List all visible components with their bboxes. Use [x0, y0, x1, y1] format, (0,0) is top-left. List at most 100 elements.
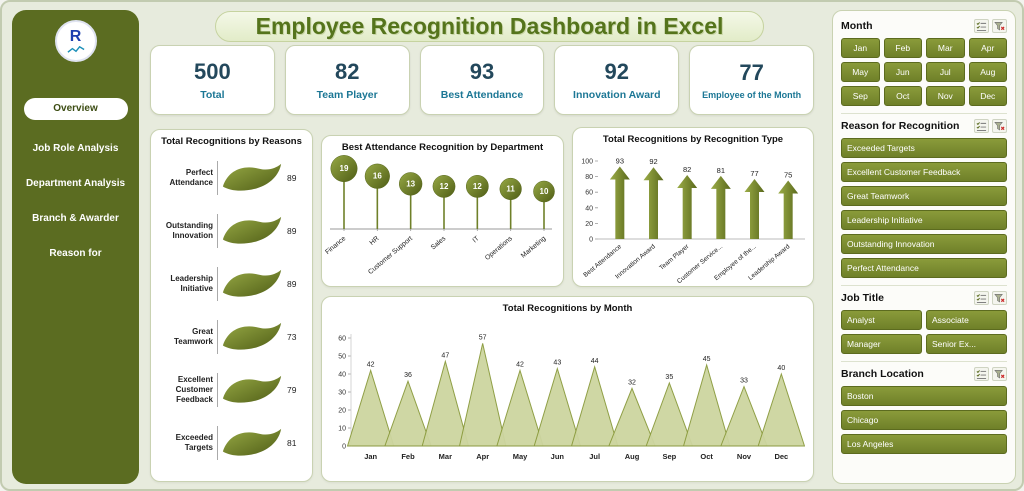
sidebar-item-overview[interactable]: Overview	[23, 98, 128, 120]
clear-filter-icon[interactable]	[992, 367, 1007, 381]
slicer-icons	[974, 367, 1007, 381]
reason-viz: 81	[217, 425, 308, 460]
kpi-value: 77	[739, 60, 764, 85]
slicer-option-jan[interactable]: Jan	[841, 38, 880, 58]
slicer-title: Reason for Recognition	[841, 120, 960, 132]
svg-text:92: 92	[649, 157, 657, 166]
slicer-option-jun[interactable]: Jun	[883, 62, 922, 82]
kpi-value: 92	[604, 59, 630, 84]
month-chart: 0 10 20 30 40 50 60 42 Jan 36 Feb 47 Mar 57 Apr 42 May 43…	[338, 334, 806, 461]
slicer-option-chicago[interactable]: Chicago	[841, 410, 1007, 430]
svg-text:Team Player: Team Player	[658, 243, 691, 272]
svg-text:May: May	[513, 452, 528, 461]
multi-select-icon[interactable]	[974, 367, 989, 381]
kpi-card-employee-of-the-month: 77 Employee of the Month	[689, 45, 814, 115]
svg-text:19: 19	[340, 164, 349, 173]
svg-text:60: 60	[585, 190, 593, 197]
svg-text:75: 75	[784, 171, 792, 180]
slicer-option-mar[interactable]: Mar	[926, 38, 965, 58]
reason-label: Exceeded Targets	[175, 432, 213, 452]
slicer-reason-for-recognition: Reason for Recognition Exceeded Targets Ex…	[841, 113, 1007, 278]
clear-filter-icon[interactable]	[992, 19, 1007, 33]
slicer-branch-location: Branch Location Boston Chicago Los Angeles	[841, 361, 1007, 454]
slicer-items: Analyst Associate Manager Senior Ex...	[841, 310, 1007, 354]
svg-text:Marketing: Marketing	[520, 235, 548, 260]
svg-text:50: 50	[338, 354, 346, 361]
chart-reasons-title: Total Recognitions by Reasons	[161, 136, 302, 147]
slicer-option-jul[interactable]: Jul	[926, 62, 965, 82]
slicer-option-perfect-attendance[interactable]: Perfect Attendance	[841, 258, 1007, 278]
slicer-option-aug[interactable]: Aug	[968, 62, 1007, 82]
slicer-icons	[974, 119, 1007, 133]
sidebar-item-department-analysis[interactable]: Department Analysis	[25, 178, 126, 189]
slicer-panel: Month Jan Feb Mar Apr May Jun Jul Aug Sep Oct Nov De…	[832, 10, 1016, 484]
svg-text:45: 45	[703, 356, 711, 363]
svg-text:93: 93	[616, 156, 624, 165]
slicer-option-excellent-customer-feedback[interactable]: Excellent Customer Feedback	[841, 162, 1007, 182]
slicer-option-oct[interactable]: Oct	[883, 86, 922, 106]
clear-filter-icon[interactable]	[992, 119, 1007, 133]
slicer-option-sep[interactable]: Sep	[841, 86, 880, 106]
slicer-option-analyst[interactable]: Analyst	[841, 310, 922, 330]
svg-text:11: 11	[506, 184, 515, 193]
svg-text:42: 42	[367, 361, 375, 368]
kpi-value: 82	[334, 59, 360, 84]
slicer-option-apr[interactable]: Apr	[968, 38, 1007, 58]
slicer-option-senior-ex[interactable]: Senior Ex...	[926, 334, 1007, 354]
svg-text:77: 77	[750, 169, 758, 178]
kpi-value: 500	[194, 59, 231, 84]
sidebar: R Overview Job Role Analysis Department An…	[12, 10, 139, 484]
svg-text:57: 57	[479, 334, 487, 341]
slicer-option-outstanding-innovation[interactable]: Outstanding Innovation	[841, 234, 1007, 254]
svg-text:IT: IT	[471, 235, 480, 244]
svg-text:HR: HR	[369, 235, 381, 247]
slicer-option-great-teamwork[interactable]: Great Teamwork	[841, 186, 1007, 206]
svg-text:35: 35	[665, 374, 673, 381]
svg-text:Sep: Sep	[662, 452, 676, 461]
slicer-option-may[interactable]: May	[841, 62, 880, 82]
page-title-text: Employee Recognition Dashboard in Excel	[255, 13, 724, 39]
slicer-option-boston[interactable]: Boston	[841, 386, 1007, 406]
svg-text:Aug: Aug	[625, 452, 640, 461]
slicer-title: Branch Location	[841, 368, 924, 380]
slicer-option-associate[interactable]: Associate	[926, 310, 1007, 330]
multi-select-icon[interactable]	[974, 291, 989, 305]
slicer-option-leadership-initiative[interactable]: Leadership Initiative	[841, 210, 1007, 230]
sidebar-item-reason-for[interactable]: Reason for	[49, 248, 102, 259]
slicer-option-dec[interactable]: Dec	[968, 86, 1007, 106]
reason-leaf-shape	[222, 163, 282, 191]
chart-reasons-panel: Total Recognitions by Reasons Perfect At…	[150, 129, 313, 482]
slicer-option-manager[interactable]: Manager	[841, 334, 922, 354]
multi-select-icon[interactable]	[974, 119, 989, 133]
svg-text:30: 30	[338, 390, 346, 397]
chart-department-title: Best Attendance Recognition by Departmen…	[341, 142, 544, 153]
kpi-label: Innovation Award	[573, 89, 661, 101]
slicer-header: Branch Location	[841, 367, 1007, 381]
svg-text:Sales: Sales	[430, 235, 448, 252]
chart-month-title: Total Recognitions by Month	[502, 303, 633, 314]
slicer-job-title: Job Title Analyst Associate Manager Senior E…	[841, 285, 1007, 354]
clear-filter-icon[interactable]	[992, 291, 1007, 305]
slicer-option-feb[interactable]: Feb	[883, 38, 922, 58]
reason-label: Perfect Attendance	[169, 167, 213, 187]
kpi-row: 500 Total 82 Team Player 93 Best Attendance 92…	[150, 45, 814, 115]
slicer-items: Boston Chicago Los Angeles	[841, 386, 1007, 454]
svg-text:60: 60	[338, 336, 346, 343]
slicer-items: Exceeded Targets Excellent Customer Feedb…	[841, 138, 1007, 278]
svg-text:Operations: Operations	[484, 235, 514, 262]
svg-text:Jul: Jul	[589, 452, 600, 461]
sidebar-item-branch-awarder[interactable]: Branch & Awarder	[32, 213, 119, 224]
svg-text:82: 82	[683, 165, 691, 174]
slicer-option-exceeded-targets[interactable]: Exceeded Targets	[841, 138, 1007, 158]
slicer-option-los-angeles[interactable]: Los Angeles	[841, 434, 1007, 454]
multi-select-icon[interactable]	[974, 19, 989, 33]
sidebar-item-job-role-analysis[interactable]: Job Role Analysis	[32, 143, 119, 154]
slicer-option-nov[interactable]: Nov	[926, 86, 965, 106]
svg-text:Apr: Apr	[476, 452, 489, 461]
svg-text:Oct: Oct	[700, 452, 713, 461]
svg-text:32: 32	[628, 379, 636, 386]
svg-text:Mar: Mar	[439, 452, 452, 461]
